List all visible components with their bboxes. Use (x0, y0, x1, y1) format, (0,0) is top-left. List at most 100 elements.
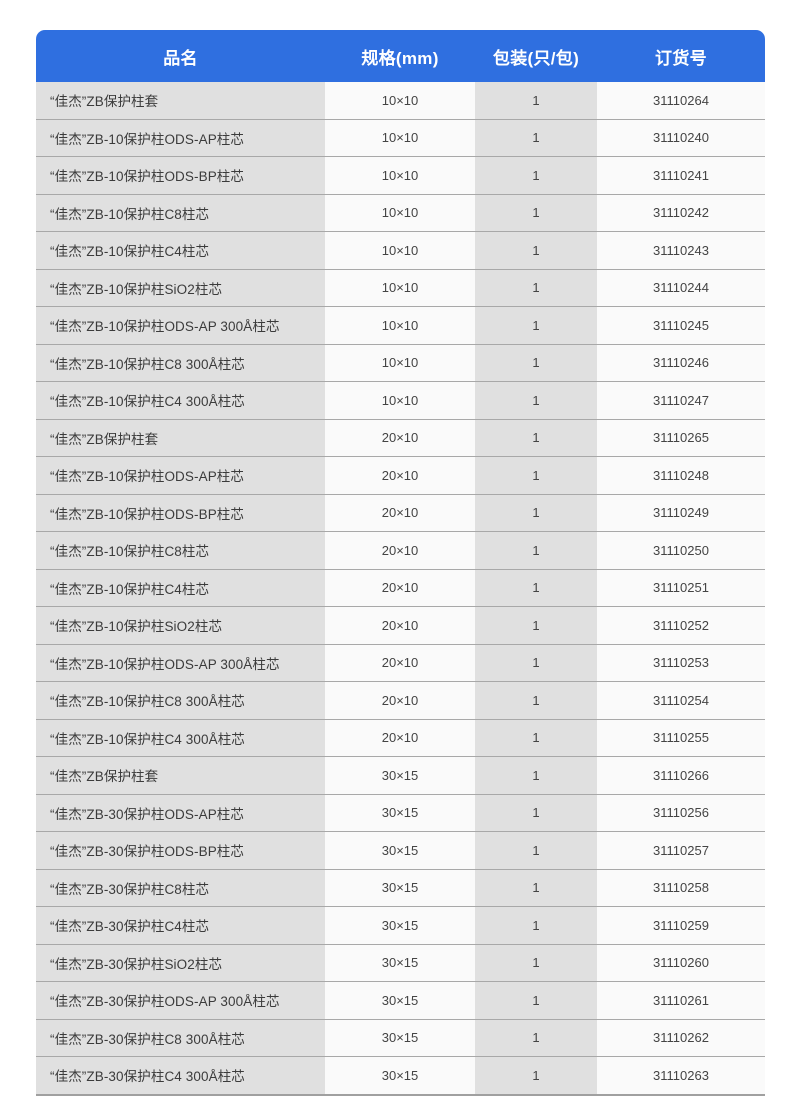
table-row[interactable]: “佳杰”ZB-30保护柱ODS-BP柱芯 30×15 1 31110257 (36, 831, 765, 870)
cell-name: “佳杰”ZB-30保护柱ODS-AP柱芯 (36, 794, 325, 832)
cell-order: 31110244 (597, 269, 765, 307)
cell-order: 31110251 (597, 569, 765, 607)
cell-order: 31110245 (597, 306, 765, 345)
cell-pack: 1 (475, 194, 597, 232)
table-row[interactable]: “佳杰”ZB-10保护柱C4 300Å柱芯 20×10 1 31110255 (36, 719, 765, 757)
cell-name: “佳杰”ZB保护柱套 (36, 756, 325, 795)
cell-pack: 1 (475, 644, 597, 682)
cell-order: 31110247 (597, 381, 765, 420)
table-row[interactable]: “佳杰”ZB-10保护柱ODS-AP柱芯 10×10 1 31110240 (36, 119, 765, 157)
cell-name: “佳杰”ZB-10保护柱ODS-AP柱芯 (36, 456, 325, 495)
table-row[interactable]: “佳杰”ZB-10保护柱ODS-AP 300Å柱芯 10×10 1 31110245 (36, 306, 765, 345)
cell-spec: 30×15 (325, 906, 475, 945)
cell-spec: 20×10 (325, 569, 475, 607)
cell-order: 31110259 (597, 906, 765, 945)
table-row[interactable]: “佳杰”ZB-10保护柱ODS-BP柱芯 20×10 1 31110249 (36, 494, 765, 532)
cell-name: “佳杰”ZB-30保护柱ODS-BP柱芯 (36, 831, 325, 870)
cell-order: 31110266 (597, 756, 765, 795)
cell-name: “佳杰”ZB-10保护柱SiO2柱芯 (36, 269, 325, 307)
table-row[interactable]: “佳杰”ZB-10保护柱ODS-AP 300Å柱芯 20×10 1 31110253 (36, 644, 765, 682)
cell-spec: 30×15 (325, 1019, 475, 1057)
table-row[interactable]: “佳杰”ZB保护柱套 20×10 1 31110265 (36, 419, 765, 457)
cell-name: “佳杰”ZB-10保护柱SiO2柱芯 (36, 606, 325, 645)
cell-name: “佳杰”ZB保护柱套 (36, 419, 325, 457)
cell-order: 31110260 (597, 944, 765, 982)
cell-name: “佳杰”ZB-10保护柱C4 300Å柱芯 (36, 719, 325, 757)
column-header-pack[interactable]: 包装(只/包) (475, 30, 597, 82)
cell-pack: 1 (475, 119, 597, 157)
cell-name: “佳杰”ZB-10保护柱ODS-AP 300Å柱芯 (36, 644, 325, 682)
cell-pack: 1 (475, 306, 597, 345)
cell-pack: 1 (475, 606, 597, 645)
cell-spec: 10×10 (325, 381, 475, 420)
column-header-name[interactable]: 品名 (36, 30, 325, 82)
cell-pack: 1 (475, 419, 597, 457)
cell-spec: 10×10 (325, 82, 475, 120)
cell-name: “佳杰”ZB-10保护柱ODS-BP柱芯 (36, 494, 325, 532)
cell-spec: 20×10 (325, 531, 475, 570)
cell-spec: 10×10 (325, 156, 475, 195)
table-body: “佳杰”ZB保护柱套 10×10 1 31110264 “佳杰”ZB-10保护柱ODS-… (36, 82, 765, 1096)
cell-name: “佳杰”ZB-10保护柱C8柱芯 (36, 194, 325, 232)
cell-pack: 1 (475, 1056, 597, 1096)
table-row[interactable]: “佳杰”ZB-30保护柱C8 300Å柱芯 30×15 1 31110262 (36, 1019, 765, 1057)
table-row[interactable]: “佳杰”ZB-30保护柱C4柱芯 30×15 1 31110259 (36, 906, 765, 945)
cell-spec: 20×10 (325, 456, 475, 495)
cell-spec: 10×10 (325, 269, 475, 307)
cell-order: 31110257 (597, 831, 765, 870)
column-header-order[interactable]: 订货号 (597, 30, 765, 82)
cell-spec: 30×15 (325, 869, 475, 907)
cell-pack: 1 (475, 494, 597, 532)
cell-order: 31110240 (597, 119, 765, 157)
table-row[interactable]: “佳杰”ZB-10保护柱C4柱芯 20×10 1 31110251 (36, 569, 765, 607)
table-row[interactable]: “佳杰”ZB保护柱套 30×15 1 31110266 (36, 756, 765, 795)
cell-name: “佳杰”ZB-10保护柱C8 300Å柱芯 (36, 344, 325, 382)
table-row[interactable]: “佳杰”ZB-10保护柱ODS-BP柱芯 10×10 1 31110241 (36, 156, 765, 195)
cell-spec: 10×10 (325, 306, 475, 345)
cell-name: “佳杰”ZB-30保护柱C4 300Å柱芯 (36, 1056, 325, 1096)
cell-spec: 30×15 (325, 831, 475, 870)
cell-spec: 20×10 (325, 606, 475, 645)
table-row[interactable]: “佳杰”ZB保护柱套 10×10 1 31110264 (36, 82, 765, 120)
table-row[interactable]: “佳杰”ZB-10保护柱C8 300Å柱芯 20×10 1 31110254 (36, 681, 765, 720)
cell-name: “佳杰”ZB-10保护柱C4柱芯 (36, 569, 325, 607)
table-row[interactable]: “佳杰”ZB-10保护柱C8柱芯 20×10 1 31110250 (36, 531, 765, 570)
cell-order: 31110265 (597, 419, 765, 457)
table-row[interactable]: “佳杰”ZB-10保护柱ODS-AP柱芯 20×10 1 31110248 (36, 456, 765, 495)
cell-name: “佳杰”ZB-30保护柱C4柱芯 (36, 906, 325, 945)
table-row[interactable]: “佳杰”ZB-10保护柱C4 300Å柱芯 10×10 1 31110247 (36, 381, 765, 420)
cell-pack: 1 (475, 981, 597, 1020)
cell-name: “佳杰”ZB-30保护柱C8柱芯 (36, 869, 325, 907)
table-row[interactable]: “佳杰”ZB-10保护柱C8柱芯 10×10 1 31110242 (36, 194, 765, 232)
cell-spec: 10×10 (325, 194, 475, 232)
cell-spec: 20×10 (325, 681, 475, 720)
table-row[interactable]: “佳杰”ZB-10保护柱C4柱芯 10×10 1 31110243 (36, 231, 765, 270)
table-row[interactable]: “佳杰”ZB-30保护柱C8柱芯 30×15 1 31110258 (36, 869, 765, 907)
table-row[interactable]: “佳杰”ZB-10保护柱SiO2柱芯 20×10 1 31110252 (36, 606, 765, 645)
cell-spec: 30×15 (325, 1056, 475, 1096)
cell-name: “佳杰”ZB-10保护柱C4 300Å柱芯 (36, 381, 325, 420)
cell-order: 31110264 (597, 82, 765, 120)
table-row[interactable]: “佳杰”ZB-30保护柱SiO2柱芯 30×15 1 31110260 (36, 944, 765, 982)
cell-spec: 10×10 (325, 344, 475, 382)
cell-name: “佳杰”ZB-10保护柱C8柱芯 (36, 531, 325, 570)
column-header-spec[interactable]: 规格(mm) (325, 30, 475, 82)
table-row[interactable]: “佳杰”ZB-10保护柱SiO2柱芯 10×10 1 31110244 (36, 269, 765, 307)
cell-order: 31110250 (597, 531, 765, 570)
cell-spec: 20×10 (325, 719, 475, 757)
table-row[interactable]: “佳杰”ZB-30保护柱ODS-AP柱芯 30×15 1 31110256 (36, 794, 765, 832)
table-header: 品名 规格(mm) 包装(只/包) 订货号 (36, 30, 765, 82)
cell-name: “佳杰”ZB-10保护柱C8 300Å柱芯 (36, 681, 325, 720)
product-spec-table: 品名 规格(mm) 包装(只/包) 订货号 “佳杰”ZB保护柱套 10×10 1 31… (36, 30, 765, 1096)
table-row[interactable]: “佳杰”ZB-30保护柱C4 300Å柱芯 30×15 1 31110263 (36, 1056, 765, 1096)
cell-order: 31110246 (597, 344, 765, 382)
cell-name: “佳杰”ZB-30保护柱SiO2柱芯 (36, 944, 325, 982)
table-row[interactable]: “佳杰”ZB-10保护柱C8 300Å柱芯 10×10 1 31110246 (36, 344, 765, 382)
cell-name: “佳杰”ZB保护柱套 (36, 82, 325, 120)
table-row[interactable]: “佳杰”ZB-30保护柱ODS-AP 300Å柱芯 30×15 1 31110261 (36, 981, 765, 1020)
cell-spec: 10×10 (325, 119, 475, 157)
cell-pack: 1 (475, 719, 597, 757)
cell-order: 31110253 (597, 644, 765, 682)
cell-pack: 1 (475, 381, 597, 420)
cell-name: “佳杰”ZB-30保护柱C8 300Å柱芯 (36, 1019, 325, 1057)
